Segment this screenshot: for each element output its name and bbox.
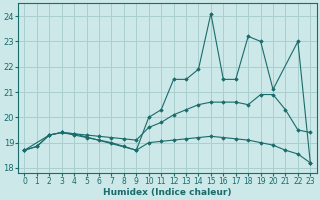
X-axis label: Humidex (Indice chaleur): Humidex (Indice chaleur) — [103, 188, 232, 197]
